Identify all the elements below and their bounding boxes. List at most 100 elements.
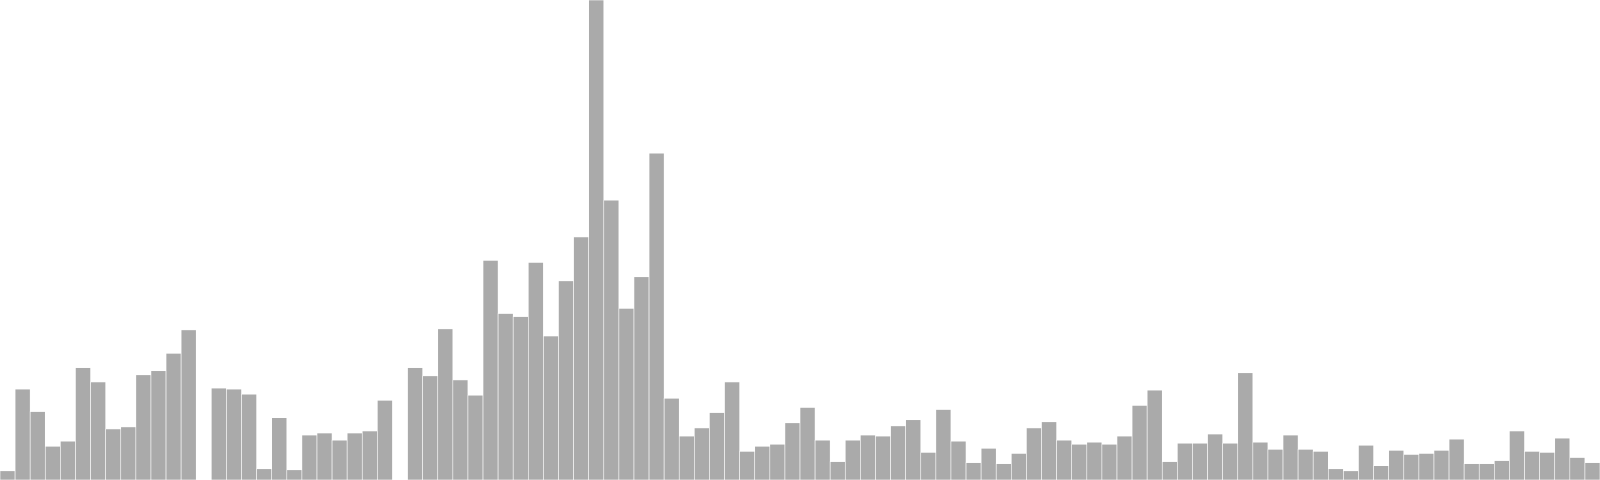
bar-105 — [1584, 462, 1600, 480]
bar-41 — [618, 308, 635, 480]
bar-97 — [1463, 463, 1480, 480]
bar-43 — [648, 152, 665, 480]
bar-9 — [135, 374, 152, 480]
bar-88 — [1328, 468, 1344, 480]
bar-21 — [316, 432, 333, 480]
bar-29 — [437, 328, 454, 480]
bar-39 — [588, 0, 605, 480]
bar-33 — [497, 313, 514, 480]
bar-70 — [1056, 439, 1072, 480]
bar-78 — [1177, 442, 1193, 480]
bar-18 — [271, 417, 288, 480]
bar-80 — [1207, 433, 1223, 480]
bar-3 — [44, 445, 61, 480]
bar-92 — [1388, 450, 1405, 480]
bar-0 — [0, 470, 16, 480]
bar-73 — [1101, 443, 1118, 480]
bar-67 — [1011, 453, 1027, 480]
bar-65 — [980, 448, 997, 480]
bar-14 — [211, 387, 227, 480]
bar-4 — [60, 440, 76, 480]
bar-104 — [1569, 457, 1586, 480]
bar-49 — [739, 451, 756, 480]
bar-48 — [724, 381, 740, 480]
bar-23 — [346, 432, 363, 480]
bar-79 — [1192, 442, 1208, 480]
bar-66 — [995, 463, 1012, 480]
bar-100 — [1509, 430, 1525, 480]
bar-64 — [965, 462, 982, 480]
bar-27 — [407, 367, 423, 480]
bar-68 — [1026, 427, 1042, 480]
bar-58 — [875, 435, 891, 480]
bar-69 — [1041, 421, 1057, 480]
bar-56 — [844, 439, 861, 480]
bar-6 — [90, 381, 106, 480]
bar-36 — [543, 335, 559, 480]
bar-101 — [1524, 451, 1540, 480]
bar-93 — [1403, 454, 1420, 480]
bar-38 — [573, 236, 589, 480]
bar-83 — [1252, 441, 1269, 480]
bar-17 — [256, 468, 272, 480]
bar-91 — [1373, 465, 1389, 480]
bar-63 — [950, 440, 967, 480]
bar-99 — [1494, 460, 1510, 480]
bar-42 — [633, 276, 650, 480]
bar-84 — [1267, 449, 1284, 480]
bar-96 — [1448, 438, 1465, 480]
bar-30 — [452, 379, 469, 480]
bar-89 — [1343, 470, 1359, 480]
bar-59 — [890, 425, 906, 480]
bar-53 — [799, 407, 816, 480]
bar-24 — [361, 430, 378, 480]
bar-46 — [694, 427, 710, 480]
bar-62 — [935, 409, 952, 480]
bar-51 — [769, 443, 786, 480]
bar-90 — [1358, 444, 1374, 480]
bar-87 — [1312, 451, 1329, 480]
bar-44 — [663, 397, 680, 480]
bar-45 — [678, 435, 695, 480]
bar-98 — [1478, 463, 1495, 480]
bar-7 — [105, 428, 122, 480]
bar-19 — [286, 469, 303, 480]
bar-76 — [1146, 389, 1163, 480]
bar-11 — [165, 353, 182, 480]
bar-71 — [1071, 443, 1088, 480]
bar-94 — [1418, 453, 1435, 480]
bar-61 — [920, 452, 937, 480]
bar-40 — [603, 199, 620, 480]
bar-8 — [120, 426, 137, 480]
bar-81 — [1222, 442, 1239, 480]
bar-72 — [1086, 441, 1103, 480]
bar-50 — [754, 445, 771, 480]
bar-57 — [860, 434, 876, 480]
bar-77 — [1161, 461, 1178, 480]
bar-103 — [1554, 437, 1571, 480]
bar-32 — [482, 260, 499, 480]
bar-102 — [1539, 452, 1556, 480]
bar-5 — [75, 367, 91, 480]
bar-74 — [1116, 435, 1133, 480]
bar-22 — [331, 439, 348, 480]
bar-16 — [241, 393, 257, 480]
bar-82 — [1237, 372, 1254, 480]
bar-86 — [1297, 449, 1314, 480]
bar-10 — [150, 370, 167, 480]
bar-1 — [14, 388, 31, 480]
bar-54 — [814, 439, 831, 480]
bar-55 — [829, 461, 846, 480]
bar-12 — [180, 329, 197, 480]
bar-47 — [709, 412, 725, 480]
bar-34 — [512, 316, 529, 480]
bar-15 — [226, 388, 242, 480]
bar-28 — [422, 375, 439, 480]
bar-60 — [905, 419, 922, 480]
bar-37 — [558, 280, 574, 480]
bar-52 — [784, 422, 801, 480]
bar-31 — [467, 394, 484, 480]
bar-35 — [527, 262, 544, 480]
